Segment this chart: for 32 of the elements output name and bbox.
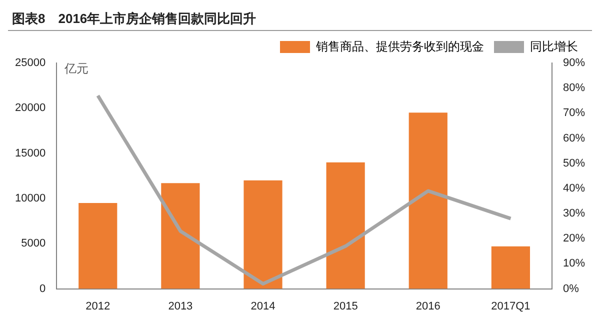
legend-label: 同比增长 — [530, 39, 578, 54]
y2-tick-label: 10% — [562, 258, 586, 270]
x-tick-label: 2017Q1 — [491, 300, 530, 312]
bar — [78, 202, 118, 289]
y-tick-label: 10000 — [14, 192, 46, 205]
y2-tick-label: 30% — [562, 208, 586, 220]
x-tick-label: 2012 — [86, 300, 110, 312]
y-tick-label: 25000 — [14, 57, 46, 70]
y-axis-title: 亿元 — [64, 61, 89, 76]
x-tick-label: 2014 — [250, 300, 276, 312]
legend-label: 销售商品、提供劳务收到的现金 — [315, 39, 484, 54]
y2-tick-label: 0% — [562, 282, 580, 295]
y2-tick-label: 80% — [562, 82, 586, 94]
y2-tick-label: 60% — [562, 132, 586, 144]
x-tick-label: 2013 — [168, 300, 193, 312]
y-tick-label: 0 — [39, 282, 46, 295]
y-tick-label: 20000 — [14, 102, 46, 114]
bar — [244, 180, 282, 289]
bar — [161, 183, 200, 289]
y-tick-label: 5000 — [21, 238, 46, 250]
bar — [408, 112, 448, 289]
y2-tick-label: 20% — [562, 232, 586, 245]
x-tick-label: 2015 — [333, 300, 358, 312]
bar — [491, 246, 530, 289]
x-tick-label: 2016 — [416, 300, 440, 312]
y2-tick-label: 70% — [562, 107, 586, 120]
y-tick-label: 15000 — [14, 147, 46, 160]
y2-tick-label: 50% — [562, 157, 586, 170]
y2-tick-label: 90% — [562, 57, 586, 70]
chart-title: 图表8 2016年上市房企销售回款同比回升 — [8, 8, 592, 31]
y2-tick-label: 40% — [562, 182, 586, 194]
bar — [326, 162, 365, 289]
